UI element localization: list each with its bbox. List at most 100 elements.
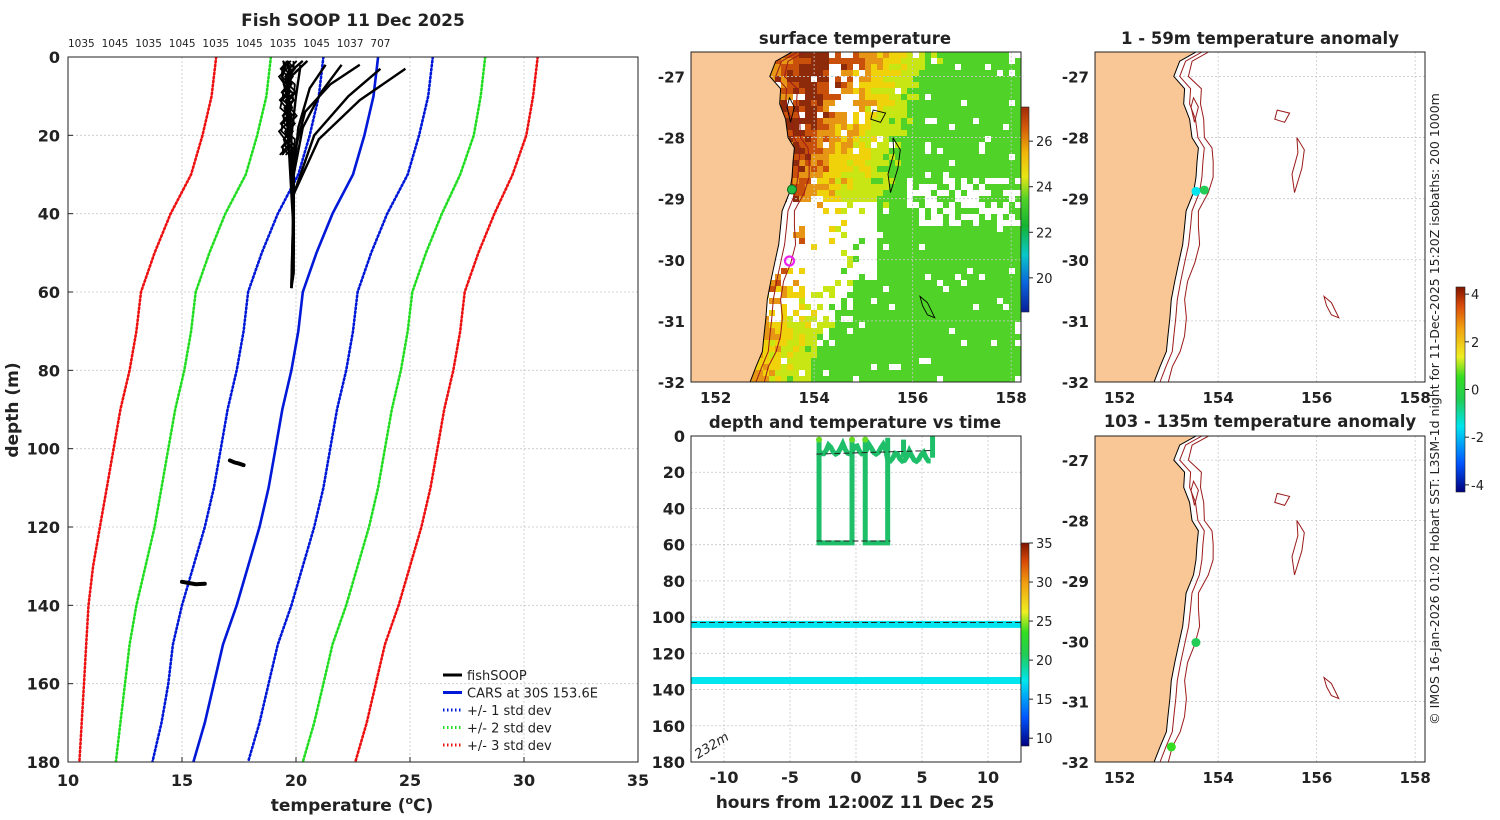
x-tick-label: 156 (897, 389, 928, 407)
sst-cell (763, 364, 769, 370)
island-outline (1323, 294, 1340, 319)
sst-cell (895, 100, 901, 106)
sst-cell (889, 298, 895, 304)
sst-cell (901, 220, 907, 226)
sst-cell (961, 322, 967, 328)
sst-cell (991, 94, 997, 100)
y-tick-label: 120 (27, 518, 60, 537)
sst-cell (853, 178, 859, 184)
x-tick-label: 15 (171, 771, 193, 790)
x-tick-label: 158 (1399, 389, 1430, 407)
sst-cell (1009, 310, 1015, 316)
cast-trace (862, 437, 891, 546)
sst-cell (829, 154, 835, 160)
x-tick-label: 156 (1301, 769, 1332, 787)
sst-cell (967, 76, 973, 82)
sst-cell (805, 64, 811, 70)
sst-cell (853, 322, 859, 328)
sst-cell (871, 334, 877, 340)
sst-cell (853, 328, 859, 334)
sst-cell (949, 352, 955, 358)
sst-cell (823, 208, 829, 214)
sst-cell (889, 352, 895, 358)
sst-cell (865, 184, 871, 190)
sst-cell (997, 316, 1003, 322)
sst-cell (901, 346, 907, 352)
y-tick-label: 80 (663, 572, 685, 591)
sst-cell (889, 130, 895, 136)
anomaly-colorbar (1455, 286, 1466, 493)
sst-cell (985, 142, 991, 148)
y-tick-label: -28 (1062, 130, 1089, 148)
sst-cell (883, 100, 889, 106)
sst-cell (1009, 322, 1015, 328)
sst-cell (991, 166, 997, 172)
sst-cell (985, 370, 991, 376)
sst-cell (859, 142, 865, 148)
sst-cell (871, 376, 877, 382)
sst-cell (979, 286, 985, 292)
sst-cell (967, 178, 973, 184)
sst-cell (979, 364, 985, 370)
sst-cell (943, 214, 949, 220)
sst-cell (781, 346, 787, 352)
colorbar-tick-label: -4 (1471, 479, 1484, 494)
sst-cell (799, 58, 805, 64)
profile-panel: Fish SOOP 11 Dec 2025 1035 1045 1035 1045 10… (3, 11, 649, 816)
sst-cell (895, 184, 901, 190)
sst-cell (775, 346, 781, 352)
sst-cell (835, 310, 841, 316)
sst-cell (1015, 292, 1021, 298)
sst-cell (871, 178, 877, 184)
sst-cell (781, 286, 787, 292)
sst-cell (907, 130, 913, 136)
sst-cell (997, 358, 1003, 364)
sst-cell (883, 346, 889, 352)
sst-cell (859, 58, 865, 64)
sst-cell (907, 214, 913, 220)
sst-cell (859, 352, 865, 358)
sst-cell (877, 292, 883, 298)
sst-cell (829, 160, 835, 166)
sst-cell (973, 100, 979, 106)
sst-cell (979, 334, 985, 340)
sst-cell (901, 94, 907, 100)
colorbar-tick-label: 26 (1036, 135, 1053, 150)
sst-cell (955, 316, 961, 322)
sst-cell (1003, 322, 1009, 328)
sst-cell (985, 346, 991, 352)
sst-cell (931, 226, 937, 232)
sst-cell (835, 190, 841, 196)
sst-cell (961, 112, 967, 118)
sst-cell (877, 310, 883, 316)
sst-cell (937, 304, 943, 310)
profile-axes-frame (67, 56, 639, 763)
sst-cell (889, 286, 895, 292)
sst-cell (889, 238, 895, 244)
sst-cell (1003, 292, 1009, 298)
sst-cell (793, 58, 799, 64)
sst-cell (967, 172, 973, 178)
sst-cell (805, 106, 811, 112)
sst-cell (961, 268, 967, 274)
fishsoop-deep-points (180, 458, 246, 587)
sst-cell (943, 136, 949, 142)
sst-cell (1009, 232, 1015, 238)
sst-cell (853, 136, 859, 142)
sst-cell (913, 166, 919, 172)
sst-cell (811, 184, 817, 190)
sst-cell (1015, 262, 1021, 268)
legend-label: +/- 2 std dev (467, 722, 552, 737)
sst-cell (835, 280, 841, 286)
sst-cell (961, 142, 967, 148)
sst-cell (961, 166, 967, 172)
sst-cell (871, 64, 877, 70)
sst-cell (967, 226, 973, 232)
sst-cell (985, 376, 991, 382)
sst-cell (961, 334, 967, 340)
sst-cell (967, 70, 973, 76)
sst-cell (1015, 304, 1021, 310)
sst-cell (943, 58, 949, 64)
sst-cell (919, 268, 925, 274)
sst-cell (907, 70, 913, 76)
